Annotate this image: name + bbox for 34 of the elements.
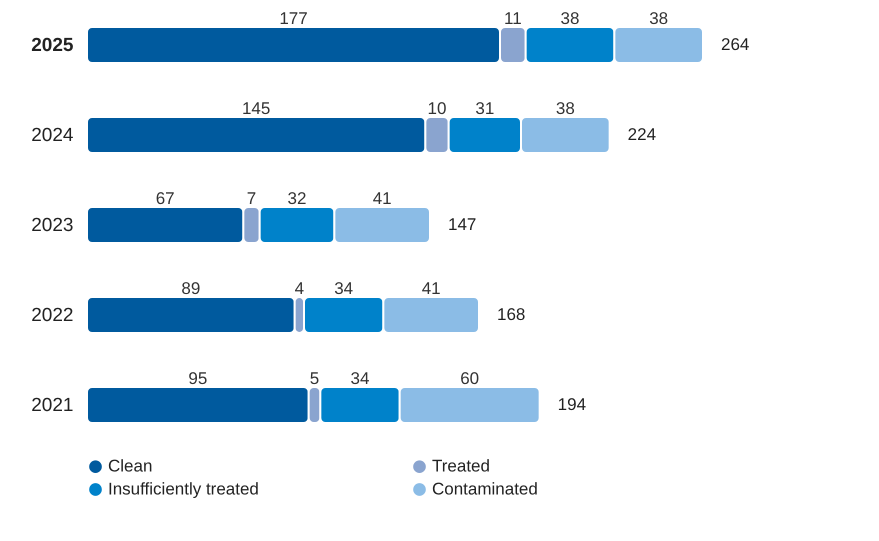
total-label: 194 (558, 395, 586, 414)
total-label: 168 (497, 305, 526, 324)
total-label: 264 (721, 35, 750, 54)
data-label: 5 (310, 369, 320, 388)
y-tick-label: 2022 (31, 305, 74, 326)
data-label: 34 (334, 279, 354, 298)
data-label: 11 (504, 9, 522, 28)
total-label: 224 (628, 125, 656, 144)
data-label: 34 (350, 369, 370, 388)
data-label: 32 (288, 189, 306, 208)
data-label: 95 (188, 369, 208, 388)
data-label: 38 (649, 9, 668, 28)
legend-label: Insufficiently treated (108, 480, 259, 498)
y-tick-label: 2023 (31, 215, 74, 236)
data-label: 41 (372, 189, 392, 208)
data-label: 10 (428, 99, 446, 118)
data-label: 67 (156, 189, 175, 208)
total-label: 147 (448, 215, 476, 234)
data-label: 177 (279, 9, 308, 28)
data-label: 38 (560, 9, 580, 28)
y-tick-label: 2024 (31, 125, 74, 146)
data-label: 38 (556, 99, 575, 118)
data-label: 7 (246, 189, 256, 208)
y-tick-label: 2025 (31, 35, 74, 56)
legend-label: Contaminated (432, 480, 538, 498)
data-label: 89 (181, 279, 200, 298)
legend-label: Clean (108, 456, 152, 476)
data-label: 145 (242, 99, 270, 118)
data-label: 41 (422, 279, 441, 298)
y-tick-label: 2021 (31, 395, 74, 416)
data-label: 60 (460, 369, 480, 388)
data-label: 31 (475, 99, 494, 118)
legend-label: Treated (432, 456, 490, 476)
data-label: 4 (294, 279, 304, 298)
